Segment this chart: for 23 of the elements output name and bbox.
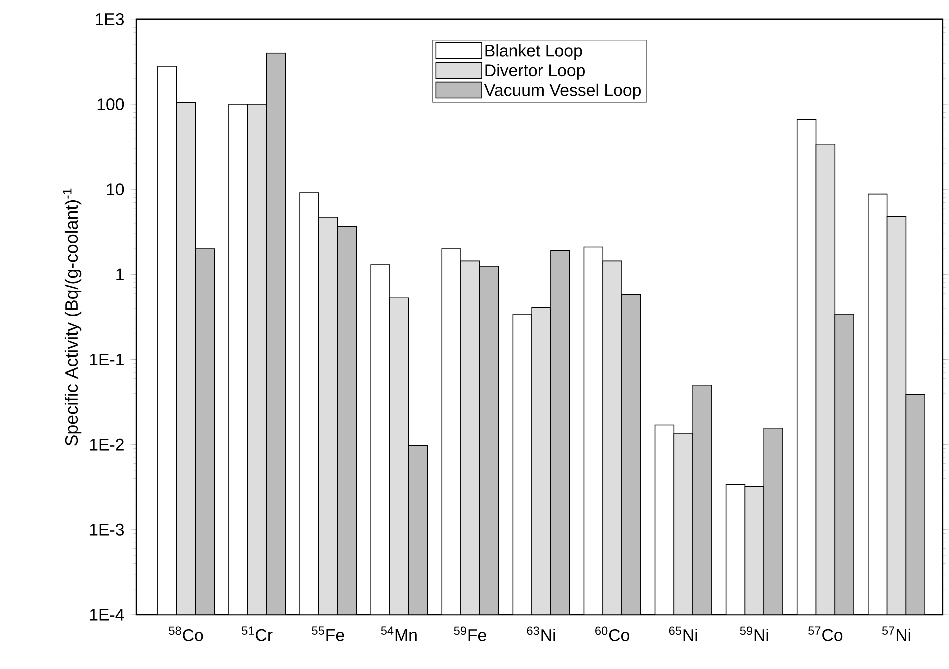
y-tick-label: 1E-4	[90, 609, 124, 621]
x-tick-label: $^{58}$Co	[169, 626, 204, 642]
y-tick-label: 100	[98, 98, 124, 111]
y-tick-label: 1E-2	[90, 439, 124, 451]
legend-label: Vacuum Vessel Loop	[484, 84, 641, 100]
x-tick-label: $^{59}$Fe	[454, 626, 486, 642]
y-tick-label: 10	[107, 184, 124, 196]
x-tick-label: $^{63}$Ni	[527, 626, 556, 642]
x-tick-label: $^{60}$Co	[596, 626, 630, 642]
x-tick-label: $^{57}$Ni	[882, 626, 910, 642]
x-tick-label: $^{57}$Co	[808, 626, 843, 642]
y-tick-label: 1E-1	[90, 354, 124, 366]
y-tick-label: 1	[116, 268, 124, 281]
legend-label: Blanket Loop	[486, 44, 582, 60]
x-tick-label: $^{54}$Mn	[381, 626, 417, 642]
y-axis-title: Specific Activity (Bq/(g-coolant)$^{-1}$	[63, 188, 82, 446]
y-tick-label: 1E-3	[90, 524, 124, 536]
x-tick-label: $^{59}$Ni	[740, 626, 768, 642]
y-tick-label: 1E3	[96, 14, 124, 26]
x-tick-label: $^{55}$Fe	[312, 626, 344, 642]
x-tick-label: $^{65}$Ni	[669, 626, 698, 642]
legend-label: Divertor Loop	[486, 64, 585, 80]
x-tick-label: $^{51}$Cr	[242, 626, 273, 642]
